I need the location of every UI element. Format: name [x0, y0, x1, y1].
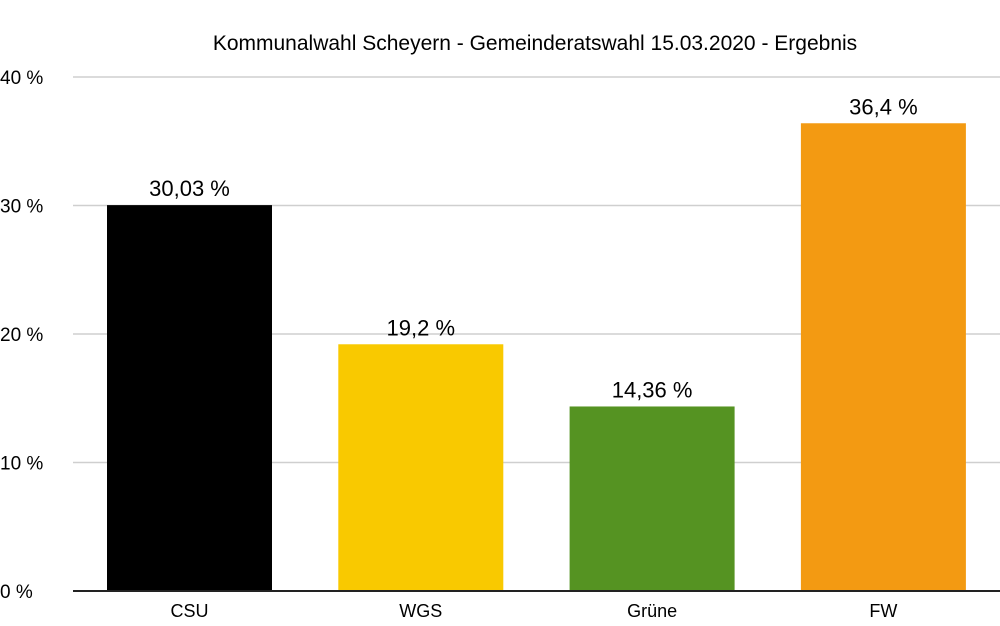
x-tick-label: CSU: [170, 601, 208, 621]
x-axis-ticks: CSU WGS Grüne FW: [170, 601, 897, 621]
y-tick-label: 0 %: [0, 582, 33, 603]
x-tick-label: WGS: [399, 601, 442, 621]
y-tick-label: 40 %: [0, 68, 43, 89]
data-label: 36,4 %: [849, 94, 918, 119]
chart-title: Kommunalwahl Scheyern - Gemeinderatswahl…: [213, 32, 857, 55]
bar-grüne: [569, 406, 735, 591]
data-label: 30,03 %: [149, 176, 230, 201]
bar-csu: [107, 205, 272, 591]
y-tick-label: 20 %: [0, 325, 43, 346]
bar-wgs: [338, 344, 504, 591]
x-tick-label: Grüne: [627, 601, 677, 621]
y-tick-label: 30 %: [0, 197, 43, 218]
data-labels: 30,03 % 19,2 % 14,36 % 36,4 %: [149, 94, 918, 402]
data-label: 14,36 %: [612, 377, 693, 402]
data-label: 19,2 %: [387, 315, 456, 340]
x-tick-label: FW: [869, 601, 897, 621]
y-tick-label: 10 %: [0, 454, 43, 475]
y-axis-ticks: 0 % 10 % 20 % 30 % 40 %: [0, 68, 43, 603]
bar-fw: [800, 123, 966, 591]
bars: [107, 123, 966, 591]
